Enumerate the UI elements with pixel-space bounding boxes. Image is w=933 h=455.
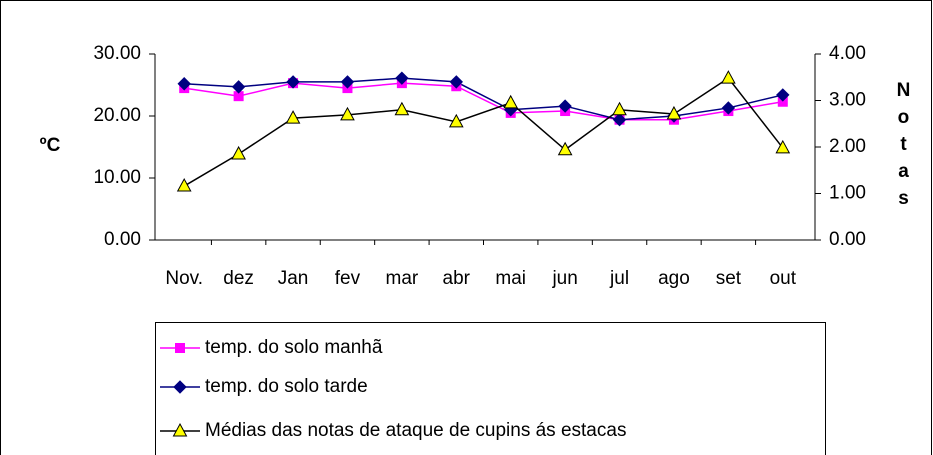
x-tick-label: jul bbox=[609, 268, 629, 289]
y-axis-label: ºC bbox=[40, 135, 61, 156]
marker bbox=[175, 343, 185, 353]
marker bbox=[558, 99, 572, 113]
x-tick-label: mai bbox=[495, 268, 526, 289]
x-tick-label: Nov. bbox=[165, 268, 203, 289]
legend-box bbox=[155, 322, 826, 455]
series-line bbox=[183, 77, 784, 187]
marker bbox=[340, 106, 355, 121]
marker bbox=[231, 145, 246, 160]
y2-tick-label: 2.00 bbox=[829, 136, 866, 157]
marker bbox=[172, 422, 188, 437]
marker bbox=[177, 77, 191, 91]
x-tick-label: set bbox=[716, 268, 742, 289]
y2-axis-label: Notas bbox=[893, 80, 914, 215]
x-tick-label: fev bbox=[335, 268, 361, 289]
marker bbox=[173, 380, 187, 394]
marker bbox=[776, 88, 790, 102]
marker bbox=[448, 113, 464, 128]
y-tick-label: 30.00 bbox=[93, 43, 141, 64]
marker bbox=[503, 94, 519, 109]
y-tick-label: 10.00 bbox=[93, 167, 141, 188]
marker bbox=[666, 105, 682, 120]
marker bbox=[394, 101, 410, 116]
legend-label: temp. do solo tarde bbox=[205, 376, 368, 397]
y2-tick-label: 4.00 bbox=[829, 43, 866, 64]
y2-tick-label: 3.00 bbox=[829, 90, 866, 111]
marker bbox=[612, 113, 627, 127]
marker bbox=[775, 139, 791, 154]
marker bbox=[340, 75, 355, 89]
x-tick-label: ago bbox=[658, 268, 690, 289]
x-tick-label: dez bbox=[223, 268, 254, 289]
x-tick-label: Jan bbox=[278, 268, 309, 289]
x-tick-label: mar bbox=[386, 268, 419, 289]
legend-label: temp. do solo manhã bbox=[205, 337, 383, 358]
marker bbox=[285, 110, 301, 124]
marker bbox=[721, 101, 736, 115]
y-tick-label: 0.00 bbox=[104, 229, 141, 250]
series-line bbox=[184, 82, 783, 121]
marker bbox=[721, 70, 736, 84]
marker bbox=[557, 141, 573, 156]
marker bbox=[286, 75, 300, 89]
x-tick-label: out bbox=[770, 268, 797, 289]
x-tick-label: jun bbox=[551, 268, 577, 289]
x-tick-label: abr bbox=[443, 268, 471, 289]
marker bbox=[395, 71, 409, 85]
marker bbox=[612, 101, 627, 116]
marker bbox=[231, 80, 246, 94]
y-tick-label: 20.00 bbox=[93, 105, 141, 126]
y2-tick-label: 0.00 bbox=[829, 229, 866, 250]
marker bbox=[176, 178, 192, 192]
y2-tick-label: 1.00 bbox=[829, 183, 866, 204]
marker bbox=[449, 75, 463, 89]
legend-label: Médias das notas de ataque de cupins ás … bbox=[205, 420, 626, 441]
series-line bbox=[184, 77, 783, 121]
